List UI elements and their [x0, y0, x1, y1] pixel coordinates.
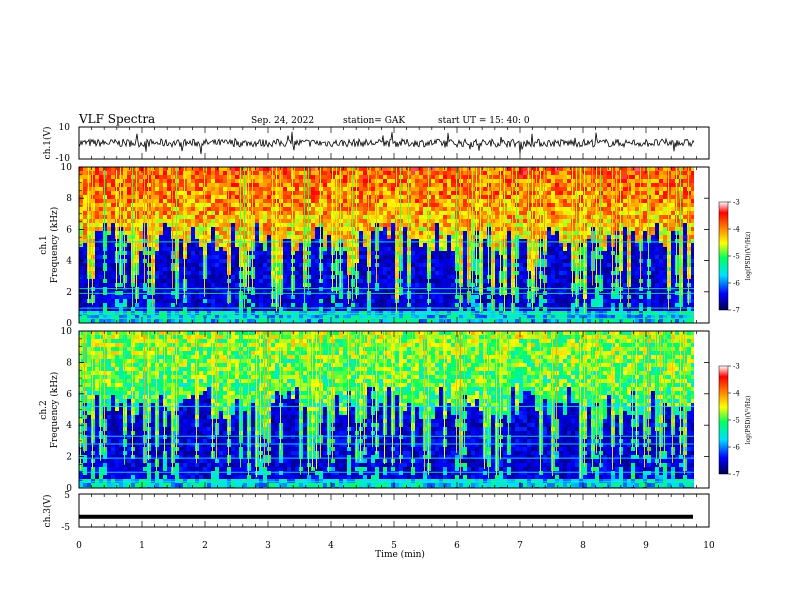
date-label: Sep. 24, 2022 — [251, 116, 314, 126]
colorbar-ch1-tick-label: -5 — [733, 253, 740, 261]
colorbar-ch2-tick-label: -5 — [733, 417, 740, 425]
colorbar-ch2-label: log(PSD)(V²/Hz) — [745, 396, 752, 445]
time-tick-label: 2 — [202, 541, 208, 551]
spectrogram-ch2-channel-label: ch.2 — [39, 400, 49, 419]
colorbar-ch2 — [718, 365, 729, 475]
spectrogram-ch1-ytick-label: 4 — [66, 257, 72, 267]
time-tick-label: 3 — [265, 541, 271, 551]
figure-title: VLF Spectra — [78, 112, 155, 126]
waveform-ch3-ytick-bottom: -5 — [61, 523, 70, 533]
spectrogram-ch2-image — [79, 331, 694, 488]
spectrogram-ch2-ytick-label: 4 — [66, 421, 72, 431]
spectrogram-ch1-ytick-label: 8 — [66, 194, 72, 204]
time-tick-marks — [78, 127, 710, 527]
spectrogram-ch2-ytick-label: 10 — [61, 327, 73, 337]
time-tick-label: 1 — [139, 541, 145, 551]
time-tick-label: 9 — [643, 541, 649, 551]
spectrogram-ch1-ytick-label: 2 — [66, 288, 72, 298]
colorbar-ch2-tick-label: -4 — [733, 390, 740, 398]
colorbar-ch1-label: log(PSD)(V²/Hz) — [745, 232, 752, 281]
spectrogram-ch2-ytick-label: 6 — [66, 390, 72, 400]
colorbar-ch2-tick-label: -7 — [733, 471, 740, 479]
waveform-ch1-ytick-top: 10 — [59, 123, 71, 133]
colorbar-ch1-tick-label: -7 — [733, 307, 740, 315]
time-tick-label: 10 — [703, 541, 715, 551]
time-tick-label: 6 — [454, 541, 460, 551]
spectrogram-ch1-channel-label: ch.1 — [39, 235, 49, 254]
time-axis-label: Time (min) — [375, 549, 425, 560]
colorbar-ch1-tick-label: -6 — [733, 280, 740, 288]
start-time-label: start UT = 15: 40: 0 — [438, 116, 530, 126]
spectrogram-ch1-ylabel: Frequency (kHz) — [49, 207, 60, 284]
colorbar-ch1-tick-label: -4 — [733, 226, 740, 234]
spectrogram-ch1-ytick-label: 10 — [61, 163, 73, 173]
time-tick-label: 7 — [517, 541, 523, 551]
spectrogram-ch1-ytick-label: 6 — [66, 225, 72, 235]
colorbar-ch2-tick-label: -3 — [733, 363, 740, 371]
waveform-ch1-trace — [79, 131, 695, 155]
colorbar-ch1-tick-label: -3 — [733, 199, 740, 207]
spectrogram-ch2-ytick-label: 0 — [66, 484, 72, 494]
spectrogram-ch1-image — [79, 167, 694, 323]
waveform-ch3-ytick-top: 5 — [64, 491, 70, 501]
time-tick-label: 4 — [328, 541, 334, 551]
colorbar-ch1 — [718, 201, 729, 311]
colorbar-ch2-tick-label: -6 — [733, 444, 740, 452]
waveform-ch3-ylabel: ch.3(V) — [42, 495, 53, 528]
spectrogram-ch1-ytick-label: 0 — [66, 319, 72, 329]
spectrogram-ch2-ylabel: Frequency (kHz) — [49, 372, 60, 449]
time-tick-label: 0 — [76, 541, 82, 551]
time-tick-label: 5 — [391, 541, 397, 551]
spectrogram-ch2-ytick-label: 2 — [66, 453, 72, 463]
spectrogram-ch2-ytick-label: 8 — [66, 358, 72, 368]
station-label: station= GAK — [343, 116, 405, 126]
time-tick-labels: 0 1 2 3 4 5 6 7 8 9 10 — [76, 541, 715, 551]
waveform-ch1-ylabel: ch.1(V) — [42, 127, 53, 160]
time-tick-label: 8 — [580, 541, 586, 551]
waveform-ch1-ytick-bottom: -10 — [56, 154, 71, 164]
